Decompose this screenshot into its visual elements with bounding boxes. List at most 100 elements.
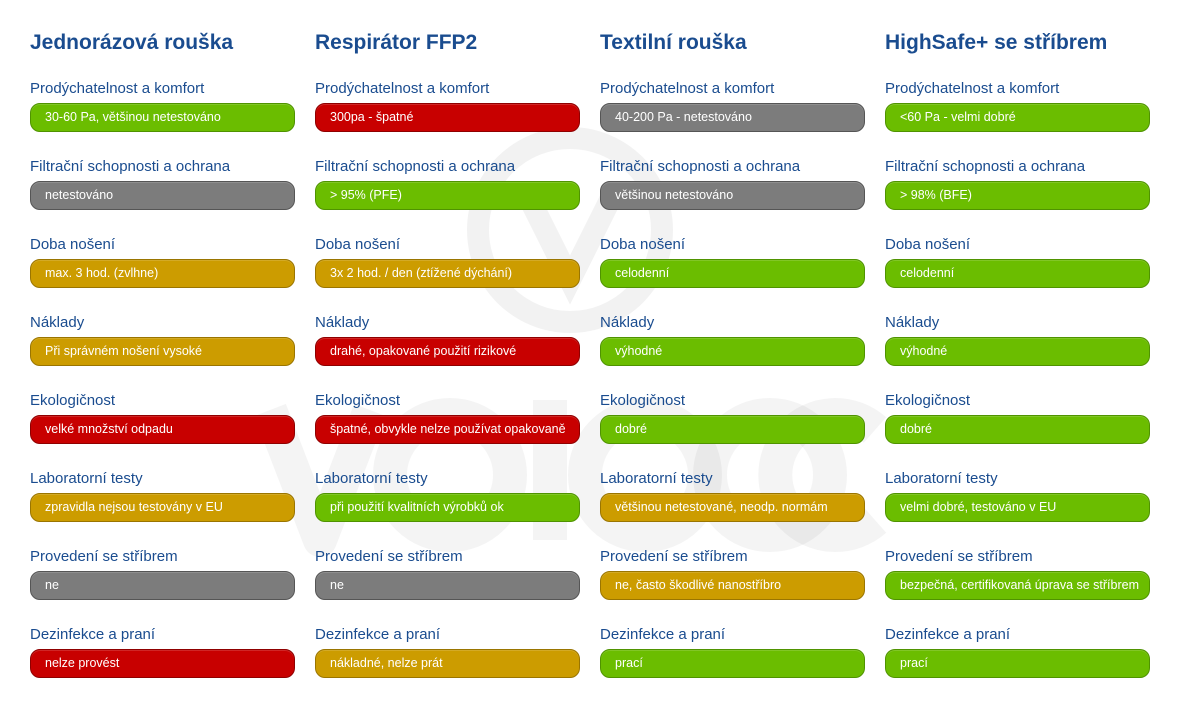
rating-badge: velmi dobré, testováno v EU: [885, 493, 1150, 522]
rating-badge: ne: [315, 571, 580, 600]
rating-badge: > 95% (PFE): [315, 181, 580, 210]
criterion-label: Ekologičnost: [885, 392, 971, 409]
comparison-grid: Jednorázová rouška Prodýchatelnost a komf…: [30, 30, 1150, 702]
criterion-row: Náklady Při správném nošení vysoké: [30, 312, 295, 390]
criterion-label: Provedení se stříbrem: [885, 548, 1033, 565]
criterion-row: Dezinfekce a praní prací: [600, 624, 865, 702]
criterion-label: Filtrační schopnosti a ochrana: [315, 158, 516, 175]
criterion-label: Doba nošení: [30, 236, 116, 253]
criterion-row: Prodýchatelnost a komfort <60 Pa - velmi …: [885, 78, 1150, 156]
rating-badge: ne: [30, 571, 295, 600]
criterion-label: Doba nošení: [885, 236, 971, 253]
criterion-row: Ekologičnost velké množství odpadu: [30, 390, 295, 468]
criterion-row: Provedení se stříbrem ne: [315, 546, 580, 624]
rating-badge: špatné, obvykle nelze používat opakovaně: [315, 415, 580, 444]
criterion-label: Dezinfekce a praní: [30, 626, 156, 643]
criterion-row: Náklady drahé, opakované použití rizikové: [315, 312, 580, 390]
criterion-label: Laboratorní testy: [885, 470, 998, 487]
product-title: Textilní rouška: [600, 31, 747, 54]
criterion-row: Doba nošení max. 3 hod. (zvlhne): [30, 234, 295, 312]
criterion-row: Doba nošení celodenní: [885, 234, 1150, 312]
rating-badge: nákladné, nelze prát: [315, 649, 580, 678]
criterion-row: Filtrační schopnosti a ochrana > 98% (BFE…: [885, 156, 1150, 234]
criterion-row: Provedení se stříbrem ne, často škodlivé …: [600, 546, 865, 624]
rating-badge: prací: [885, 649, 1150, 678]
rating-badge: <60 Pa - velmi dobré: [885, 103, 1150, 132]
rating-badge: 300pa - špatné: [315, 103, 580, 132]
rating-badge: zpravidla nejsou testovány v EU: [30, 493, 295, 522]
criterion-row: Provedení se stříbrem bezpečná, certifiko…: [885, 546, 1150, 624]
rating-badge: Při správném nošení vysoké: [30, 337, 295, 366]
criterion-row: Doba nošení 3x 2 hod. / den (ztížené dých…: [315, 234, 580, 312]
rating-badge: max. 3 hod. (zvlhne): [30, 259, 295, 288]
criterion-label: Prodýchatelnost a komfort: [885, 80, 1060, 97]
criterion-row: Prodýchatelnost a komfort 300pa - špatné: [315, 78, 580, 156]
product-title: HighSafe+ se stříbrem: [885, 31, 1108, 54]
criterion-label: Laboratorní testy: [600, 470, 713, 487]
criterion-row: Ekologičnost dobré: [600, 390, 865, 468]
rating-badge: > 98% (BFE): [885, 181, 1150, 210]
rating-badge: výhodné: [600, 337, 865, 366]
criterion-row: Dezinfekce a praní nelze provést: [30, 624, 295, 702]
rating-badge: drahé, opakované použití rizikové: [315, 337, 580, 366]
rating-badge: celodenní: [885, 259, 1150, 288]
criterion-label: Provedení se stříbrem: [315, 548, 463, 565]
criterion-row: Dezinfekce a praní nákladné, nelze prát: [315, 624, 580, 702]
criterion-row: Filtrační schopnosti a ochrana netestován…: [30, 156, 295, 234]
criterion-row: Provedení se stříbrem ne: [30, 546, 295, 624]
criterion-label: Filtrační schopnosti a ochrana: [600, 158, 801, 175]
criterion-row: Laboratorní testy zpravidla nejsou testov…: [30, 468, 295, 546]
criterion-row: Filtrační schopnosti a ochrana > 95% (PFE…: [315, 156, 580, 234]
criterion-label: Prodýchatelnost a komfort: [600, 80, 775, 97]
criterion-label: Dezinfekce a praní: [315, 626, 441, 643]
criterion-label: Ekologičnost: [315, 392, 401, 409]
product-column: HighSafe+ se stříbrem Prodýchatelnost a k…: [885, 30, 1150, 702]
rating-badge: 3x 2 hod. / den (ztížené dýchání): [315, 259, 580, 288]
rating-badge: prací: [600, 649, 865, 678]
criterion-row: Laboratorní testy velmi dobré, testováno …: [885, 468, 1150, 546]
product-title: Jednorázová rouška: [30, 31, 234, 54]
criterion-label: Laboratorní testy: [30, 470, 143, 487]
product-title: Respirátor FFP2: [315, 31, 478, 54]
criterion-label: Náklady: [600, 314, 655, 331]
rating-badge: velké množství odpadu: [30, 415, 295, 444]
rating-badge: při použití kvalitních výrobků ok: [315, 493, 580, 522]
criterion-row: Ekologičnost dobré: [885, 390, 1150, 468]
criterion-row: Laboratorní testy většinou netestované, n…: [600, 468, 865, 546]
criterion-label: Provedení se stříbrem: [30, 548, 178, 565]
criterion-label: Náklady: [30, 314, 85, 331]
product-column: Textilní rouška Prodýchatelnost a komfort…: [600, 30, 865, 702]
criterion-row: Ekologičnost špatné, obvykle nelze použív…: [315, 390, 580, 468]
criterion-row: Prodýchatelnost a komfort 40-200 Pa - net…: [600, 78, 865, 156]
rating-badge: netestováno: [30, 181, 295, 210]
criterion-row: Filtrační schopnosti a ochrana většinou n…: [600, 156, 865, 234]
rating-badge: výhodné: [885, 337, 1150, 366]
rating-badge: ne, často škodlivé nanostříbro: [600, 571, 865, 600]
criterion-label: Doba nošení: [315, 236, 401, 253]
criterion-label: Dezinfekce a praní: [885, 626, 1011, 643]
criterion-row: Laboratorní testy při použití kvalitních …: [315, 468, 580, 546]
criterion-label: Provedení se stříbrem: [600, 548, 748, 565]
criterion-label: Filtrační schopnosti a ochrana: [885, 158, 1086, 175]
product-column: Respirátor FFP2 Prodýchatelnost a komfort…: [315, 30, 580, 702]
criterion-label: Doba nošení: [600, 236, 686, 253]
criterion-label: Filtrační schopnosti a ochrana: [30, 158, 231, 175]
rating-badge: dobré: [885, 415, 1150, 444]
rating-badge: 30-60 Pa, většinou netestováno: [30, 103, 295, 132]
criterion-label: Prodýchatelnost a komfort: [30, 80, 205, 97]
rating-badge: většinou netestované, neodp. normám: [600, 493, 865, 522]
criterion-row: Prodýchatelnost a komfort 30-60 Pa, větši…: [30, 78, 295, 156]
rating-badge: celodenní: [600, 259, 865, 288]
criterion-label: Laboratorní testy: [315, 470, 428, 487]
rating-badge: 40-200 Pa - netestováno: [600, 103, 865, 132]
criterion-label: Ekologičnost: [600, 392, 686, 409]
rating-badge: dobré: [600, 415, 865, 444]
criterion-row: Náklady výhodné: [885, 312, 1150, 390]
product-column: Jednorázová rouška Prodýchatelnost a komf…: [30, 30, 295, 702]
criterion-label: Prodýchatelnost a komfort: [315, 80, 490, 97]
criterion-row: Doba nošení celodenní: [600, 234, 865, 312]
rating-badge: většinou netestováno: [600, 181, 865, 210]
criterion-label: Náklady: [315, 314, 370, 331]
rating-badge: nelze provést: [30, 649, 295, 678]
criterion-label: Dezinfekce a praní: [600, 626, 726, 643]
